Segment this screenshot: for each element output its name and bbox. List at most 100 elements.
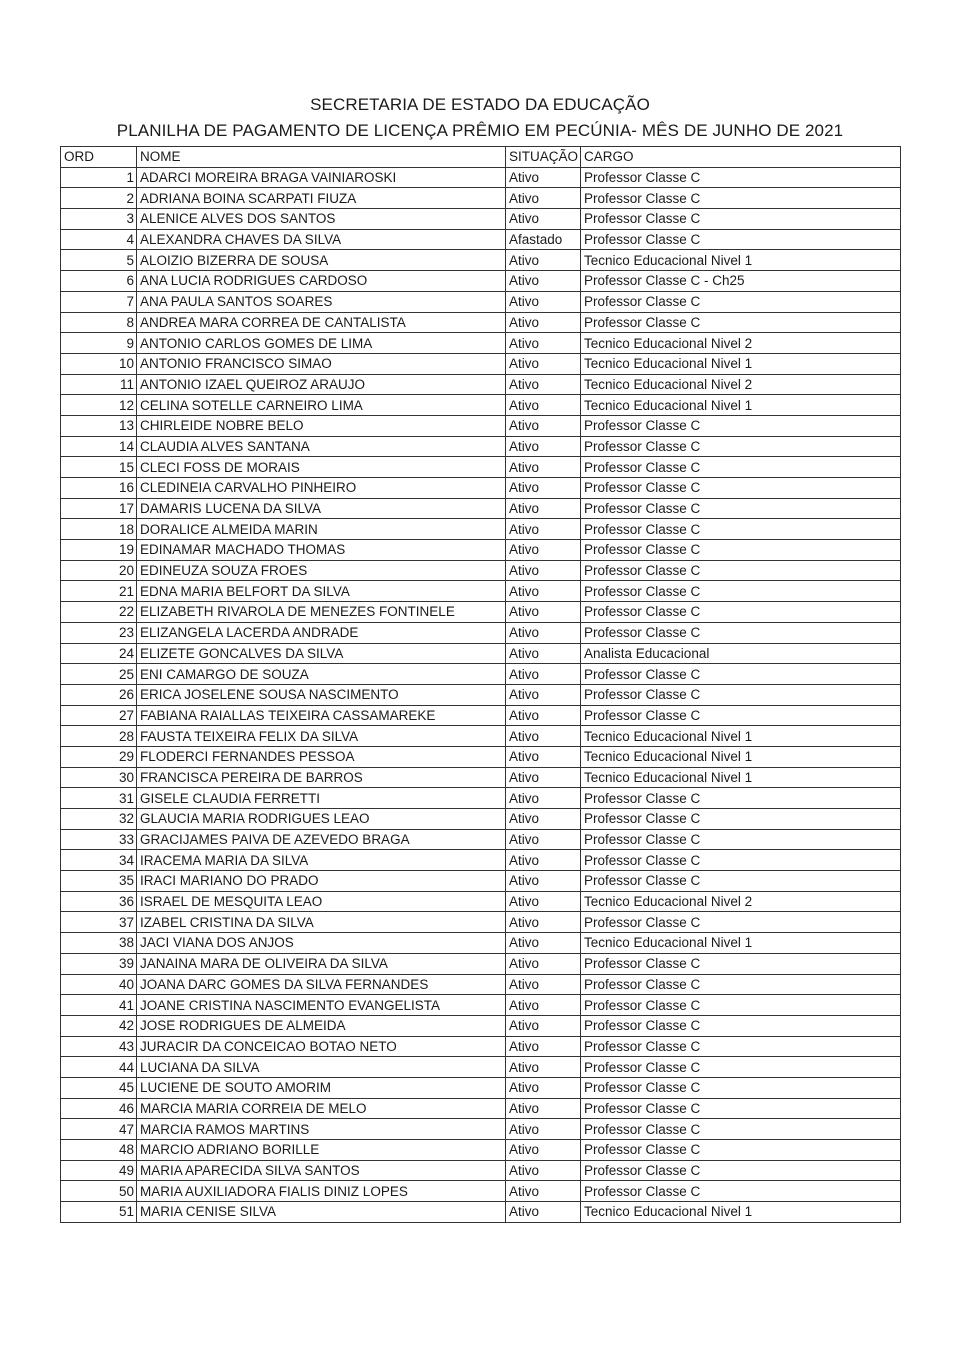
ord-cell: 2	[60, 187, 137, 210]
header-row: ORD NOME SITUAÇÃO CARGO	[60, 146, 901, 168]
table-row: 50 MARIA AUXILIADORA FIALIS DINIZ LOPES At…	[60, 1180, 901, 1203]
name-cell: ANTONIO FRANCISCO SIMAO	[136, 352, 506, 375]
ord-cell: 21	[60, 580, 137, 603]
name-cell: DORALICE ALMEIDA MARIN	[136, 518, 506, 541]
table-row: 45 LUCIENE DE SOUTO AMORIM Ativo Professor …	[60, 1076, 901, 1099]
ord-cell: 40	[60, 973, 137, 996]
cargo-cell: Professor Classe C	[580, 683, 901, 706]
cargo-cell: Tecnico Educacional Nivel 1	[580, 352, 901, 375]
situacao-cell: Ativo	[505, 828, 581, 851]
situacao-cell: Ativo	[505, 518, 581, 541]
table-row: 26 ERICA JOSELENE SOUSA NASCIMENTO Ativo Pr…	[60, 683, 901, 706]
cargo-cell: Professor Classe C	[580, 911, 901, 934]
ord-cell: 30	[60, 766, 137, 789]
table-row: 34 IRACEMA MARIA DA SILVA Ativo Professor C…	[60, 849, 901, 872]
situacao-cell: Ativo	[505, 249, 581, 272]
table-row: 12 CELINA SOTELLE CARNEIRO LIMA Ativo Tecni…	[60, 394, 901, 416]
table-row: 46 MARCIA MARIA CORREIA DE MELO Ativo Profe…	[60, 1097, 901, 1120]
table-row: 21 EDNA MARIA BELFORT DA SILVA Ativo Profes…	[60, 580, 901, 603]
ord-cell: 33	[60, 828, 137, 851]
ord-cell: 7	[60, 290, 137, 313]
cargo-cell: Professor Classe C	[580, 808, 901, 830]
ord-cell: 34	[60, 849, 137, 872]
cargo-cell: Professor Classe C	[580, 497, 901, 520]
cargo-cell: Tecnico Educacional Nivel 1	[580, 249, 901, 272]
situacao-cell: Ativo	[505, 1097, 581, 1120]
cargo-cell: Professor Classe C	[580, 539, 901, 561]
ord-cell: 44	[60, 1056, 137, 1078]
cargo-cell: Professor Classe C	[580, 1159, 901, 1182]
situacao-cell: Ativo	[505, 642, 581, 665]
cargo-cell: Professor Classe C	[580, 1097, 901, 1120]
ord-cell: 1	[60, 166, 137, 189]
cargo-cell: Professor Classe C	[580, 1118, 901, 1140]
table-row: 38 JACI VIANA DOS ANJOS Ativo Tecnico Educa…	[60, 932, 901, 954]
table-row: 16 CLEDINEIA CARVALHO PINHEIRO Ativo Profes…	[60, 477, 901, 499]
table-row: 11 ANTONIO IZAEL QUEIROZ ARAUJO Ativo Tecni…	[60, 373, 901, 396]
name-cell: FRANCISCA PEREIRA DE BARROS	[136, 766, 506, 789]
name-cell: ANA PAULA SANTOS SOARES	[136, 290, 506, 313]
cargo-cell: Professor Classe C	[580, 1076, 901, 1099]
ord-cell: 48	[60, 1139, 137, 1161]
name-cell: CHIRLEIDE NOBRE BELO	[136, 414, 506, 437]
table-row: 10 ANTONIO FRANCISCO SIMAO Ativo Tecnico Ed…	[60, 352, 901, 375]
name-cell: MARIA APARECIDA SILVA SANTOS	[136, 1159, 506, 1182]
situacao-cell: Ativo	[505, 745, 581, 768]
table-row: 51 MARIA CENISE SILVA Ativo Tecnico Educaci…	[60, 1201, 901, 1223]
table-row: 47 MARCIA RAMOS MARTINS Ativo Professor Cla…	[60, 1118, 901, 1140]
column-header-nome: NOME	[136, 146, 506, 168]
name-cell: GISELE CLAUDIA FERRETTI	[136, 787, 506, 809]
name-cell: MARIA CENISE SILVA	[136, 1201, 506, 1223]
cargo-cell: Professor Classe C	[580, 828, 901, 851]
situacao-cell: Ativo	[505, 683, 581, 706]
table-row: 31 GISELE CLAUDIA FERRETTI Ativo Professor …	[60, 787, 901, 809]
table-row: 29 FLODERCI FERNANDES PESSOA Ativo Tecnico …	[60, 745, 901, 768]
situacao-cell: Ativo	[505, 663, 581, 685]
name-cell: ADRIANA BOINA SCARPATI FIUZA	[136, 187, 506, 210]
table-row: 9 ANTONIO CARLOS GOMES DE LIMA Ativo Tecnic…	[60, 332, 901, 354]
situacao-cell: Ativo	[505, 1139, 581, 1161]
name-cell: ANTONIO CARLOS GOMES DE LIMA	[136, 332, 506, 354]
table-row: 49 MARIA APARECIDA SILVA SANTOS Ativo Profe…	[60, 1159, 901, 1182]
situacao-cell: Ativo	[505, 290, 581, 313]
cargo-cell: Professor Classe C	[580, 952, 901, 975]
situacao-cell: Ativo	[505, 808, 581, 830]
name-cell: GLAUCIA MARIA RODRIGUES LEAO	[136, 808, 506, 830]
table-row: 14 CLAUDIA ALVES SANTANA Ativo Professor Cl…	[60, 435, 901, 458]
cargo-cell: Professor Classe C	[580, 435, 901, 458]
name-cell: ANDREA MARA CORREA DE CANTALISTA	[136, 311, 506, 334]
table-row: 15 CLECI FOSS DE MORAIS Ativo Professor Cla…	[60, 456, 901, 478]
name-cell: JANAINA MARA DE OLIVEIRA DA SILVA	[136, 952, 506, 975]
table-row: 13 CHIRLEIDE NOBRE BELO Ativo Professor Cla…	[60, 414, 901, 437]
ord-cell: 11	[60, 373, 137, 396]
table-row: 27 FABIANA RAIALLAS TEIXEIRA CASSAMAREKE A…	[60, 704, 901, 727]
situacao-cell: Ativo	[505, 1159, 581, 1182]
name-cell: EDINAMAR MACHADO THOMAS	[136, 539, 506, 561]
situacao-cell: Ativo	[505, 580, 581, 603]
ord-cell: 43	[60, 1035, 137, 1058]
name-cell: IZABEL CRISTINA DA SILVA	[136, 911, 506, 934]
situacao-cell: Ativo	[505, 559, 581, 582]
name-cell: LUCIENE DE SOUTO AMORIM	[136, 1076, 506, 1099]
table-row: 28 FAUSTA TEIXEIRA FELIX DA SILVA Ativo Tec…	[60, 725, 901, 747]
cargo-cell: Professor Classe C	[580, 1035, 901, 1058]
ord-cell: 13	[60, 414, 137, 437]
name-cell: ELIZETE GONCALVES DA SILVA	[136, 642, 506, 665]
ord-cell: 36	[60, 890, 137, 913]
situacao-cell: Ativo	[505, 1180, 581, 1203]
ord-cell: 22	[60, 601, 137, 623]
cargo-cell: Professor Classe C	[580, 1139, 901, 1161]
ord-cell: 25	[60, 663, 137, 685]
document-title: SECRETARIA DE ESTADO DA EDUCAÇÃO	[310, 95, 650, 114]
cargo-cell: Professor Classe C	[580, 166, 901, 189]
cargo-cell: Professor Classe C	[580, 787, 901, 809]
situacao-cell: Ativo	[505, 1014, 581, 1037]
situacao-cell: Ativo	[505, 208, 581, 230]
payment-table: ORD NOME SITUAÇÃO CARGO 1 ADARCI MOREIRA …	[60, 146, 901, 1223]
cargo-cell: Professor Classe C	[580, 208, 901, 230]
ord-cell: 12	[60, 394, 137, 416]
cargo-cell: Tecnico Educacional Nivel 1	[580, 725, 901, 747]
cargo-cell: Professor Classe C	[580, 621, 901, 644]
situacao-cell: Ativo	[505, 1056, 581, 1078]
table-row: 25 ENI CAMARGO DE SOUZA Ativo Professor Cla…	[60, 663, 901, 685]
